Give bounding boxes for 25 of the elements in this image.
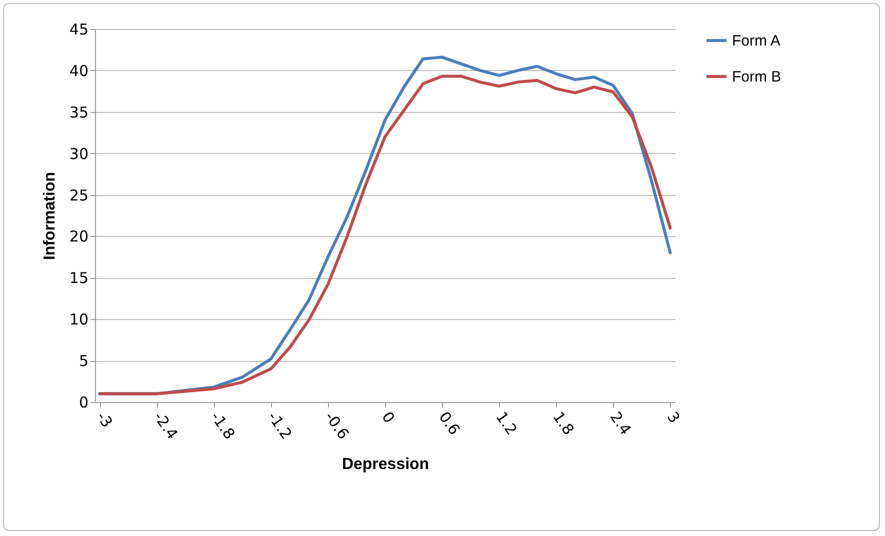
legend-label: Form B: [732, 68, 782, 86]
y-tick-label: 10: [69, 310, 88, 329]
y-tick-label: 0: [78, 394, 88, 412]
x-tick-label: 2.4: [606, 408, 635, 438]
x-tick-label: -0.6: [321, 408, 353, 443]
x-tick-label: 0.6: [435, 408, 464, 438]
y-axis-title: Information: [41, 172, 58, 260]
x-axis-title: Depression: [342, 456, 430, 474]
y-tick-label: 35: [69, 103, 88, 122]
y-tick-label: 30: [69, 144, 88, 163]
y-tick-label: 25: [69, 186, 88, 204]
x-tick-label: -3: [92, 408, 116, 431]
y-tick-label: 15: [69, 269, 88, 288]
y-tick-label: 5: [78, 352, 88, 370]
x-tick-label: 1.8: [549, 408, 578, 438]
y-tick-label: 40: [69, 62, 88, 80]
x-tick-label: -2.4: [150, 408, 182, 443]
x-tick-label: 0: [378, 408, 398, 426]
x-tick-label: 1.2: [492, 408, 521, 438]
x-tick-label: -1.8: [206, 408, 239, 443]
x-tick-label: -1.2: [264, 408, 296, 443]
y-tick-label: 45: [69, 20, 88, 38]
y-tick-label: 20: [69, 228, 88, 246]
x-tick-label: 3: [663, 408, 684, 426]
legend-label: Form A: [732, 32, 780, 50]
